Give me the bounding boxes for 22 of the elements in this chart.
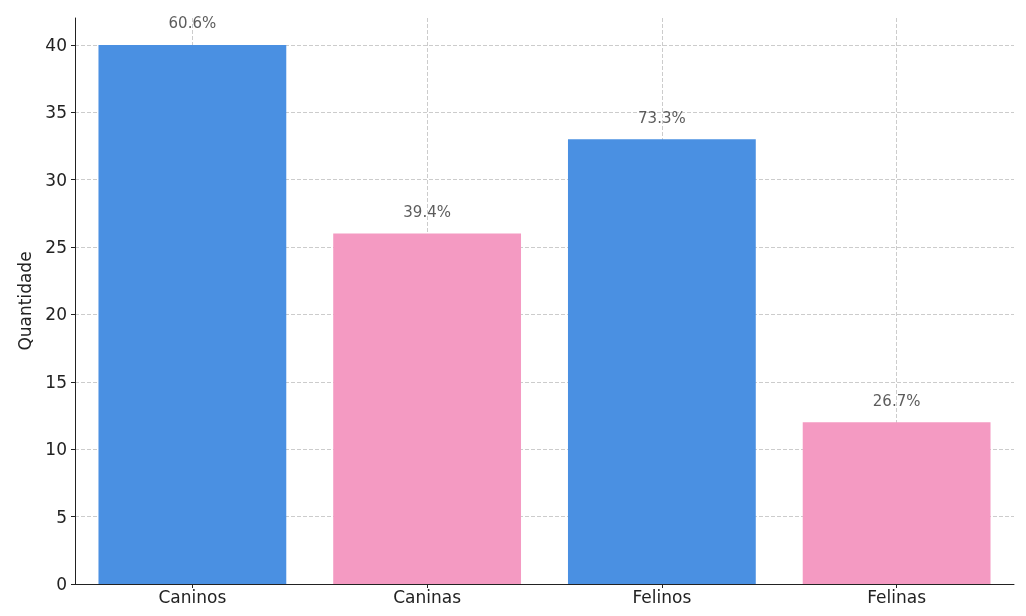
x-tick-label: Caninas bbox=[393, 586, 462, 607]
annotation: 60.6% bbox=[168, 14, 217, 33]
y-tick-label: 25 bbox=[45, 237, 67, 258]
annotation: 73.3% bbox=[638, 108, 686, 127]
x-tick-label: Felinos bbox=[632, 586, 692, 607]
y-tick-label: 30 bbox=[45, 169, 67, 190]
annotation: 26.7% bbox=[872, 391, 921, 410]
annotation: 39.4% bbox=[403, 203, 451, 222]
bar bbox=[333, 233, 522, 584]
x-tick-label: Felinas bbox=[867, 586, 927, 607]
bar bbox=[98, 44, 287, 584]
y-tick-label: 40 bbox=[45, 34, 67, 55]
y-tick-label: 35 bbox=[45, 102, 67, 123]
y-tick-label: 15 bbox=[45, 371, 67, 392]
y-axis-title: Quantidade bbox=[14, 251, 35, 351]
x-tick-label: Caninos bbox=[158, 586, 227, 607]
y-tick-label: 20 bbox=[45, 304, 67, 325]
y-tick-label: 10 bbox=[45, 439, 67, 460]
y-tick-label: 5 bbox=[56, 506, 67, 527]
bar bbox=[802, 422, 991, 584]
bar bbox=[567, 139, 756, 584]
y-tick-label: 0 bbox=[56, 574, 67, 594]
